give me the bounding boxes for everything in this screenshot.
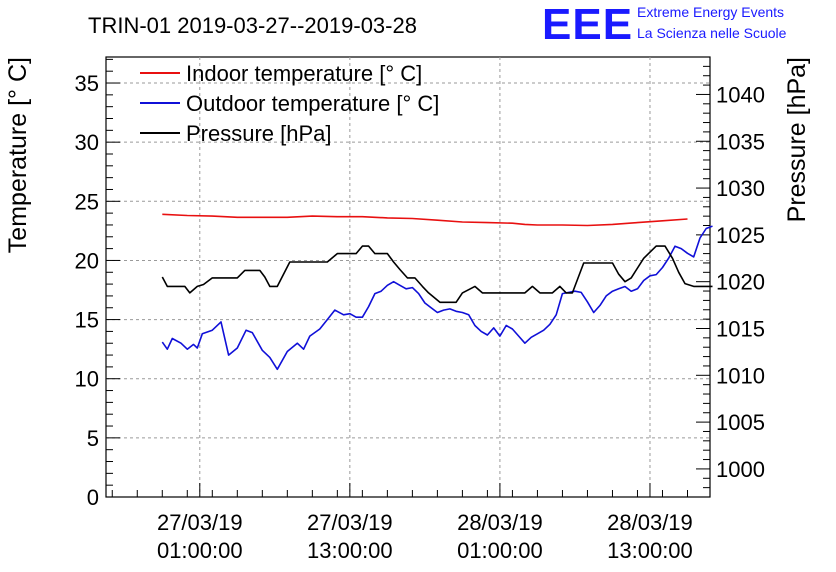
y-tick-label-6: 30: [75, 130, 99, 155]
x-tick-date-0: 27/03/19: [157, 510, 243, 535]
legend: Indoor temperature [° C] Outdoor tempera…: [140, 61, 439, 146]
x-tick-time-1: 13:00:00: [307, 538, 393, 563]
y-tick-label-1: 5: [87, 426, 99, 451]
legend-label-indoor: Indoor temperature [° C]: [186, 61, 422, 86]
logo-line-2: La Scienza nelle Scuole: [637, 25, 787, 41]
y2-axis-title: Pressure [hPa]: [783, 57, 811, 222]
x-tick-date-1: 27/03/19: [307, 510, 393, 535]
y-tick-label-2: 10: [75, 367, 99, 392]
legend-label-outdoor: Outdoor temperature [° C]: [186, 91, 439, 116]
y-tick-label-5: 25: [75, 189, 99, 214]
logo-line-1: Extreme Energy Events: [637, 4, 784, 20]
grid: [106, 57, 710, 497]
y2-tick-label-1: 1005: [716, 410, 765, 435]
x-tick-time-0: 01:00:00: [157, 538, 243, 563]
x-tick-date-3: 28/03/19: [607, 510, 693, 535]
y2-tick-label-0: 1000: [716, 457, 765, 482]
y-tick-label-4: 20: [75, 248, 99, 273]
series-line-pressure: [161, 245, 713, 304]
plot-frame: [105, 56, 711, 498]
y2-tick-label-2: 1010: [716, 363, 765, 388]
eee-logo-mark: EEE: [542, 0, 633, 49]
y-tick-label-7: 35: [75, 71, 99, 96]
y-axis-title: Temperature [° C]: [4, 57, 32, 253]
x-tick-date-2: 28/03/19: [457, 510, 543, 535]
y2-tick-label-4: 1020: [716, 270, 765, 295]
chart-title: TRIN-01 2019-03-27--2019-03-28: [88, 13, 417, 38]
y2-tick-label-7: 1035: [716, 129, 765, 154]
y-tick-label-3: 15: [75, 308, 99, 333]
axis-ticks: 0510152025303510001005101010151020102510…: [75, 58, 765, 563]
y-tick-label-0: 0: [87, 485, 99, 510]
y2-tick-label-5: 1025: [716, 223, 765, 248]
x-tick-time-3: 13:00:00: [607, 538, 693, 563]
y2-tick-label-3: 1015: [716, 316, 765, 341]
legend-label-pressure: Pressure [hPa]: [186, 121, 332, 146]
series-line-outdoor: [161, 225, 713, 371]
x-tick-time-2: 01:00:00: [457, 538, 543, 563]
y2-tick-label-8: 1040: [716, 82, 765, 107]
series-lines: [161, 213, 713, 371]
y2-tick-label-6: 1030: [716, 176, 765, 201]
series-line-indoor: [162, 213, 688, 227]
